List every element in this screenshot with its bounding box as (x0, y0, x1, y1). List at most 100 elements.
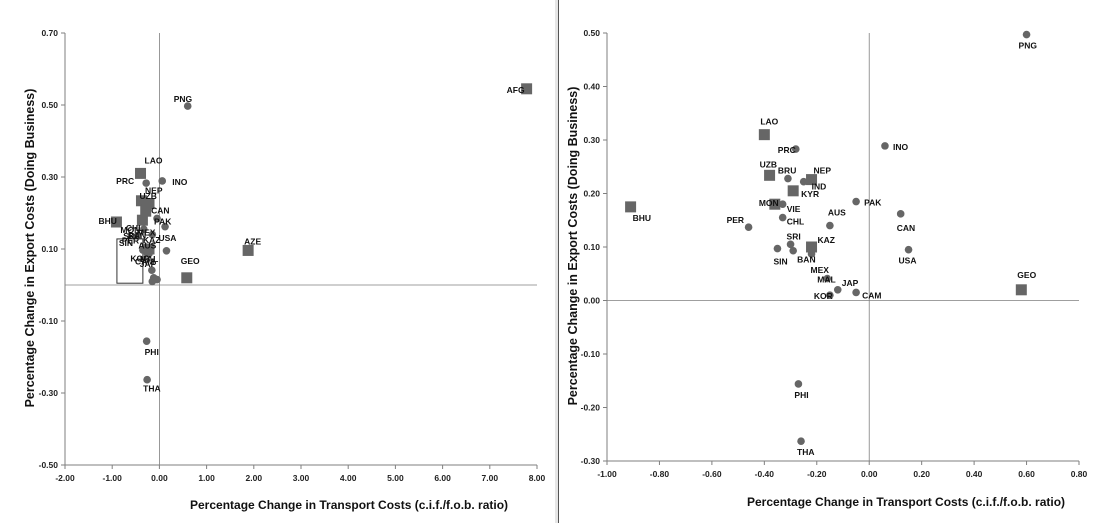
data-label-kyr: KYR (801, 189, 819, 199)
y-tick-label: 0.70 (41, 28, 58, 38)
data-label-mal: MAL (817, 275, 835, 285)
data-point-mex (145, 249, 153, 258)
left-x-axis-label: Percentage Change in Transport Costs (c.… (190, 498, 509, 512)
data-label-png: PNG (1019, 41, 1038, 51)
data-label-chl: CHL (126, 223, 143, 233)
data-label-aze: AZE (244, 236, 261, 246)
y-tick-label: 0.00 (583, 296, 600, 306)
data-label-phi: PHI (794, 390, 808, 400)
data-label-bhu: BHU (98, 216, 116, 226)
data-point-kor (148, 277, 157, 286)
data-label-cam: CAM (135, 257, 154, 267)
data-point-prc (792, 145, 800, 153)
y-tick-label: 0.10 (583, 242, 600, 252)
data-point-ban (789, 246, 797, 255)
data-label-prc: PRC (116, 176, 134, 186)
x-tick-label: 4.00 (340, 473, 357, 483)
data-label-vie: VIE (787, 204, 801, 214)
x-tick-label: 3.00 (293, 473, 310, 483)
right-chart-panel: Percentage Change in Export Costs (Doing… (558, 0, 1097, 523)
data-point-pak (153, 214, 161, 223)
x-tick-label: 7.00 (482, 473, 499, 483)
data-point-kaz (806, 241, 818, 253)
data-point-uzb (135, 195, 147, 207)
y-tick-label: 0.40 (583, 82, 600, 92)
data-point-mon (769, 198, 781, 210)
data-point-usa (162, 247, 171, 255)
data-label-usa: USA (158, 233, 176, 243)
data-point-afg (521, 83, 533, 95)
cluster-highlight-box (116, 238, 144, 284)
data-point-kyr (140, 205, 152, 217)
data-point-usa (904, 245, 913, 254)
data-point-can (161, 222, 169, 231)
data-point-bhu (625, 201, 637, 213)
y-tick-label: -0.30 (581, 456, 601, 466)
x-tick-label: 8.00 (529, 473, 546, 483)
data-point-ino (158, 177, 167, 185)
y-tick-label: 0.10 (41, 244, 58, 254)
right-x-axis-label: Percentage Change in Transport Costs (c.… (747, 495, 1066, 509)
data-label-ino: INO (893, 142, 909, 152)
data-point-can (896, 210, 905, 218)
left-scatter-plot: 0.70 0.50 0.30 0.10 -0.10 -0.30 -0.50 -2.00 -1.0… (39, 28, 546, 483)
x-tick-label: -1.00 (597, 469, 617, 479)
data-label-aus: AUS (828, 208, 846, 218)
data-label-tha: THA (143, 384, 160, 394)
data-label-sri: SRI (787, 231, 801, 241)
data-label-lao: LAO (145, 155, 163, 165)
data-label-ban: BAN (128, 231, 146, 241)
right-y-axis-label: Percentage Change in Export Costs (Doing… (566, 86, 580, 406)
data-label-bhu: BHU (633, 213, 651, 223)
data-point-geo (1015, 284, 1027, 296)
x-tick-label: 0.00 (861, 469, 878, 479)
x-tick-label: -0.80 (650, 469, 670, 479)
data-label-mal: MAL (140, 254, 158, 264)
data-point-pak (852, 197, 860, 206)
data-label-sin: SIN (773, 257, 787, 267)
y-tick-label: 0.50 (41, 100, 58, 110)
data-point-bru (784, 174, 792, 183)
data-label-chl: CHL (787, 217, 804, 227)
data-point-sin (773, 244, 782, 253)
data-label-can: CAN (151, 206, 169, 216)
data-point-lao (135, 167, 147, 179)
panel-divider (555, 0, 558, 523)
right-scatter-plot: 0.50 0.40 0.30 0.20 0.10 0.00 -0.10 -0.20 -0.30 -… (581, 28, 1088, 479)
data-label-kaz: KAZ (143, 235, 160, 245)
data-point-tha (797, 437, 805, 446)
data-label-mon: MON (759, 198, 779, 208)
y-tick-label: -0.10 (39, 316, 59, 326)
x-tick-label: 5.00 (387, 473, 404, 483)
data-point-mex (807, 250, 816, 258)
y-tick-label: -0.30 (39, 388, 59, 398)
data-label-mon: MON (120, 225, 140, 235)
data-point-aus (148, 230, 157, 239)
data-point-phi (794, 380, 803, 388)
data-label-ino: INO (172, 177, 188, 187)
data-label-nep: NEP (145, 186, 163, 196)
x-tick-label: -0.20 (807, 469, 827, 479)
data-label-geo: GEO (1017, 270, 1036, 280)
data-point-uzb (764, 169, 776, 181)
data-label-cam: CAM (862, 290, 881, 300)
x-tick-label: -2.00 (55, 473, 75, 483)
y-tick-label: 0.30 (41, 172, 58, 182)
data-point-chl (140, 225, 148, 233)
data-point-ino (881, 142, 889, 150)
data-label-lao: LAO (760, 117, 778, 127)
data-label-tha: THA (797, 447, 814, 457)
data-label-sin: SIN (119, 238, 133, 248)
data-label-per: PER (727, 215, 744, 225)
x-tick-label: 0.20 (913, 469, 930, 479)
data-point-bhu (110, 216, 122, 228)
x-tick-label: 0.40 (966, 469, 983, 479)
data-point-jap (833, 286, 842, 294)
x-tick-label: 1.00 (198, 473, 215, 483)
left-y-axis-label: Percentage Change in Export Costs (Doing… (23, 88, 37, 408)
x-tick-label: 6.00 (434, 473, 451, 483)
data-label-jap: JAP (140, 259, 157, 269)
x-tick-label: 2.00 (246, 473, 263, 483)
data-point-lao (758, 129, 770, 141)
data-point-chl (778, 213, 787, 222)
